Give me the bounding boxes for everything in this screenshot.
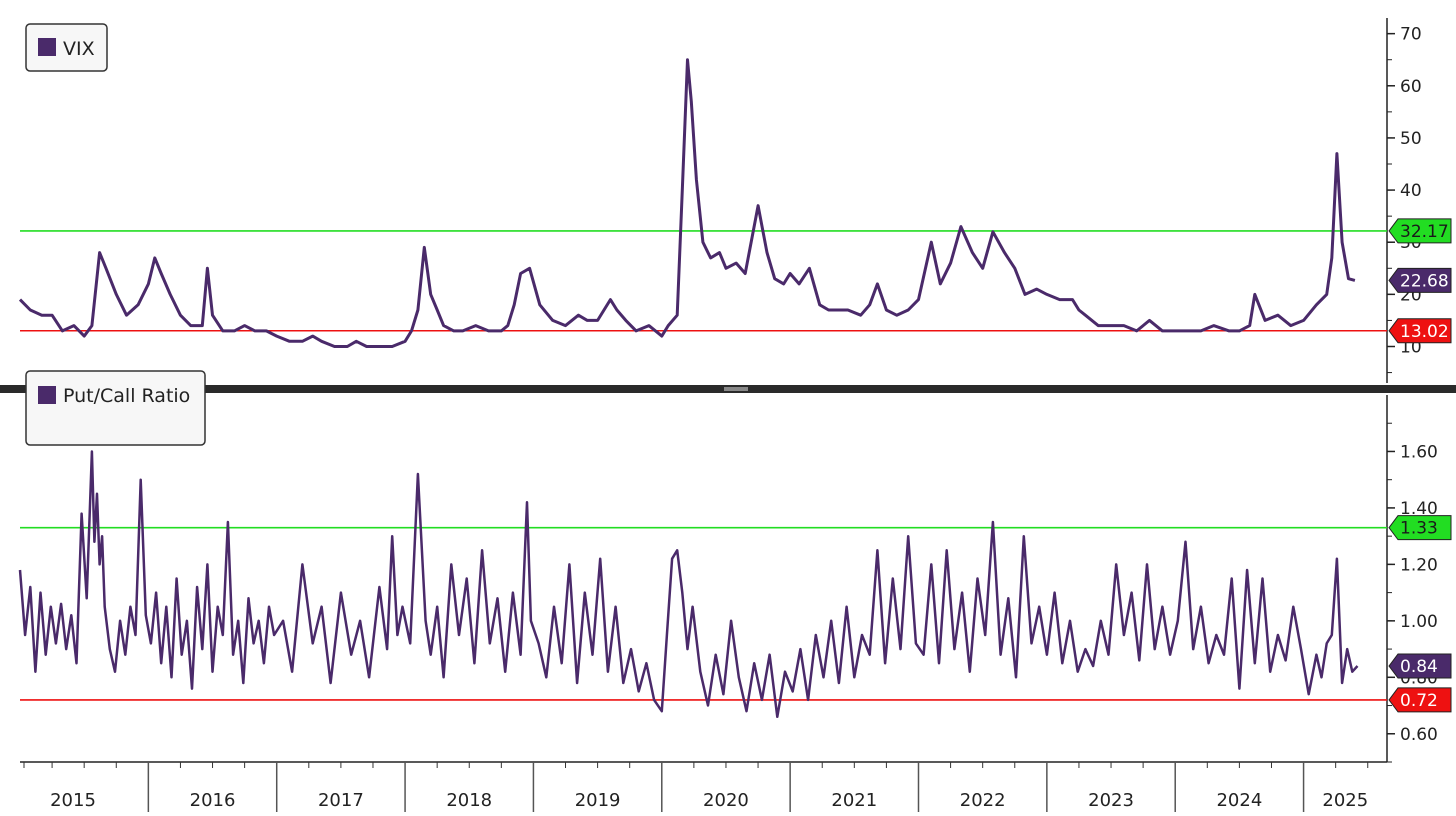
vix-value-badges: 32.17 13.02 22.68 — [1388, 218, 1452, 344]
vix-badge-upper-text: 32.17 — [1400, 222, 1449, 242]
x-year-label: 2021 — [831, 790, 877, 811]
vix-y-tick-label: 70 — [1400, 25, 1422, 45]
putcall-legend-swatch — [38, 386, 56, 404]
putcall-legend-label: Put/Call Ratio — [63, 385, 190, 407]
x-year-label: 2015 — [50, 790, 96, 811]
vix-badge-lower-shape — [1388, 318, 1452, 344]
vix-badge-upper: 32.17 — [1388, 218, 1452, 244]
x-year-label: 2018 — [446, 790, 492, 811]
vix-series-line — [18, 58, 1356, 348]
x-year-label: 2023 — [1088, 790, 1134, 811]
vix-y-tick-label: 60 — [1400, 77, 1422, 97]
divider-grip[interactable] — [724, 387, 748, 391]
putcall-reference-lines — [20, 526, 1387, 701]
vix-badge-lower-text: 13.02 — [1400, 322, 1449, 342]
putcall-badge-last: 0.84 — [1388, 653, 1452, 679]
putcall-badge-lower-text: 0.72 — [1400, 691, 1438, 711]
vix-badge-last-text: 22.68 — [1400, 271, 1449, 291]
vix-badge-last-shape — [1388, 267, 1452, 293]
x-year-label: 2025 — [1322, 790, 1368, 811]
putcall-y-tick-label: 1.40 — [1400, 499, 1438, 519]
vix-badge-last: 22.68 — [1388, 267, 1452, 293]
putcall-value-badges: 1.33 0.72 0.84 — [1388, 515, 1452, 713]
putcall-series-line — [18, 450, 1359, 719]
vix-badge-lower: 13.02 — [1388, 318, 1452, 344]
vix-legend: VIX — [25, 23, 108, 72]
vix-legend-swatch — [38, 38, 56, 56]
putcall-y-tick-label: 1.60 — [1400, 442, 1438, 462]
putcall-badge-upper-text: 1.33 — [1400, 519, 1438, 539]
putcall-panel: 0.600.801.001.201.401.60 1.330.720.84 Pu… — [18, 370, 1452, 763]
vix-legend-label: VIX — [63, 38, 95, 60]
putcall-badge-upper-shape — [1388, 515, 1452, 541]
putcall-legend: Put/Call Ratio — [25, 370, 206, 446]
putcall-badge-upper: 1.33 — [1388, 515, 1452, 541]
vix-legend-box — [25, 23, 108, 72]
x-axis: 2015 2016 2017 2018 2019 2020 2021 2022 2023 2024… — [20, 761, 1387, 812]
vix-y-tick-label: 50 — [1400, 129, 1422, 149]
putcall-badge-lower: 0.72 — [1388, 687, 1452, 713]
x-year-label: 2024 — [1216, 790, 1262, 811]
vix-reference-lines — [20, 230, 1387, 332]
putcall-y-tick-label: 1.20 — [1400, 555, 1438, 575]
x-year-label: 2019 — [575, 790, 621, 811]
x-axis-ticks: 2015 2016 2017 2018 2019 2020 2021 2022 2023 2024… — [23, 762, 1369, 812]
putcall-y-tick-label: 1.00 — [1400, 612, 1438, 632]
x-year-label: 2016 — [190, 790, 236, 811]
putcall-badge-lower-shape — [1388, 687, 1452, 713]
vix-y-tick-label: 40 — [1400, 181, 1422, 201]
x-year-label: 2017 — [318, 790, 364, 811]
panel-divider — [0, 385, 1456, 393]
putcall-badge-last-shape — [1388, 653, 1452, 679]
x-year-label: 2022 — [960, 790, 1006, 811]
x-year-label: 2020 — [703, 790, 749, 811]
putcall-badge-last-text: 0.84 — [1400, 657, 1438, 677]
putcall-y-tick-label: 0.60 — [1400, 725, 1438, 745]
putcall-legend-box — [25, 370, 206, 446]
vix-badge-upper-shape — [1388, 218, 1452, 244]
